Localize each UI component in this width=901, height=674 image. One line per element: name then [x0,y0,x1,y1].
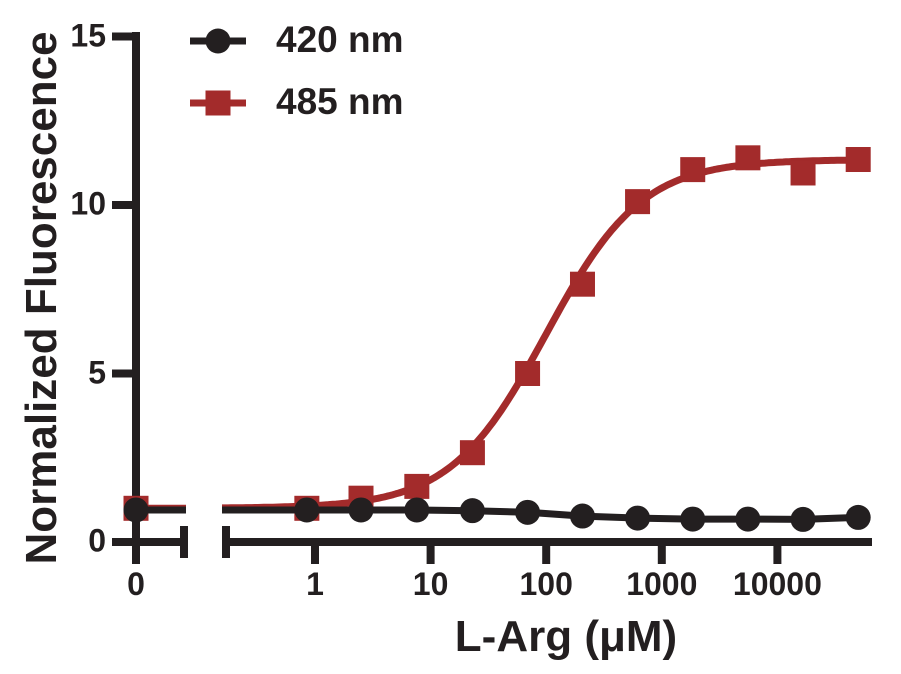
legend-circle-marker [205,28,231,54]
series-485-point [569,271,595,297]
series-420-point [625,505,651,531]
y-axis-title: Normalized Fluorescence [17,31,66,565]
series-420-point [294,497,320,523]
series-485-point [680,157,706,183]
series-420-point [790,506,816,532]
legend-label-485nm: 485 nm [276,81,404,123]
y-tick-label-0: 0 [88,522,106,559]
series-420-point [459,498,485,524]
series-485-fit-curve [221,156,859,512]
x-tick-label-1000: 1000 [626,566,698,602]
series-485-point [459,440,485,466]
x-tick-label-0: 0 [127,566,145,602]
series-420-point [680,506,706,532]
series-485-point [845,147,871,173]
series-420-point [569,503,595,529]
x-tick-label-1: 1 [306,566,324,602]
series-485-point [790,160,816,186]
series-485-point [515,361,541,386]
series-485-point [404,473,430,499]
series-485-point [735,145,761,171]
series-420-point [515,499,541,525]
y-tick-label-15: 15 [70,16,106,53]
x-tick-label-100: 100 [519,566,573,602]
series-485-point [625,189,651,215]
y-tick-label-5: 5 [88,353,106,390]
x-tick-label-10000: 10000 [732,566,822,602]
legend-label-420nm: 420 nm [276,19,404,61]
series-420-point [735,506,761,532]
x-axis-title: L-Arg (μM) [454,612,678,661]
series-420-point [404,497,430,523]
y-tick-label-10: 10 [70,185,106,222]
legend-square-marker [205,90,231,116]
x-tick-label-10: 10 [412,566,449,602]
series-420-point [845,504,871,530]
series-420-point [348,497,374,523]
series-420-point [123,497,149,523]
